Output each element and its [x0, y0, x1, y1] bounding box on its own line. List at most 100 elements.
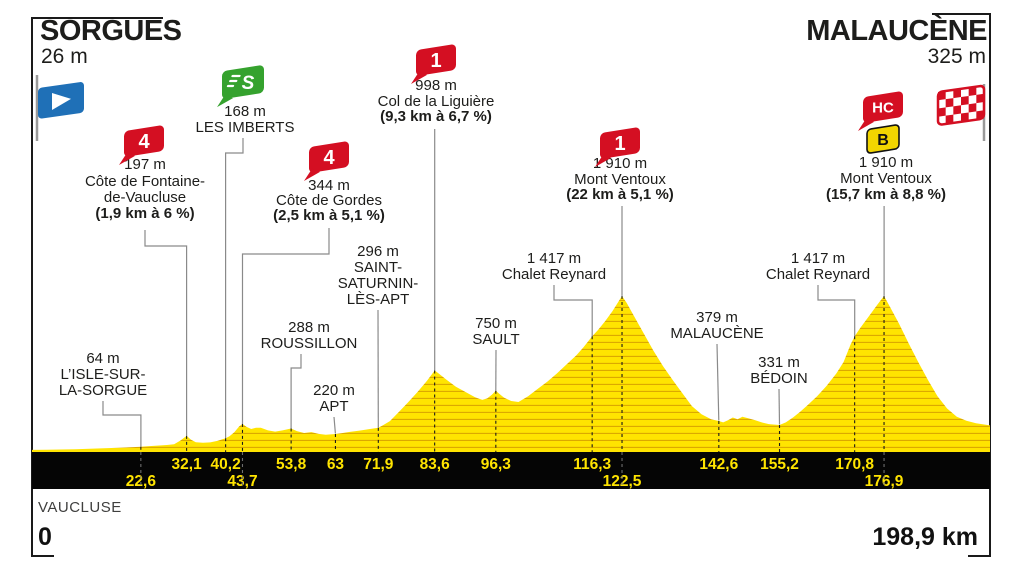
- finish-town-label: MALAUCÈNE: [806, 15, 987, 47]
- start-km-label: 0: [38, 523, 52, 551]
- km-tick-label: 71,9: [363, 456, 394, 473]
- department-label: VAUCLUSE: [38, 499, 122, 516]
- category-badge-icon: 1: [595, 127, 640, 167]
- leader-line: [778, 388, 781, 425]
- marker-label: Chalet Reynard: [766, 266, 870, 283]
- elevation-profile-area: [32, 296, 990, 452]
- km-tick-label: 53,8: [276, 456, 307, 473]
- marker-label: (1,9 km à 6 %): [95, 205, 194, 222]
- marker-label: LES IMBERTS: [196, 119, 295, 136]
- km-tick-label: 142,6: [699, 456, 738, 473]
- leader-line: [290, 354, 302, 429]
- marker-isle-sur-la-sorgue: 64 mL’ISLE-SUR-LA-SORGUE: [59, 350, 147, 488]
- marker-label: ROUSSILLON: [261, 335, 358, 352]
- marker-label: 344 m: [308, 177, 350, 194]
- category-badge-icon: 4: [304, 141, 349, 181]
- marker-label: (9,3 km à 6,7 %): [380, 108, 492, 125]
- leader-line: [225, 138, 244, 439]
- marker-label: SAINT-: [354, 259, 402, 276]
- marker-label: 296 m: [357, 243, 399, 260]
- marker-label: LÈS-APT: [347, 291, 410, 308]
- leader-line: [716, 343, 720, 421]
- hors-categorie-badge-icon: HC: [858, 91, 903, 131]
- leader-line: [241, 228, 330, 424]
- km-tick-label: 122,5: [603, 473, 642, 490]
- leader-line: [144, 230, 188, 436]
- marker-label: de-Vaucluse: [104, 189, 186, 206]
- marker-label: Mont Ventoux: [574, 171, 666, 188]
- leader-line: [553, 285, 593, 337]
- marker-label: (2,5 km à 5,1 %): [273, 207, 385, 224]
- marker-label: SAULT: [472, 331, 519, 348]
- svg-text:B: B: [877, 132, 889, 149]
- marker-label: 168 m: [224, 103, 266, 120]
- marker-label: 1 910 m: [859, 154, 913, 171]
- km-tick-label: 43,7: [227, 473, 257, 490]
- svg-text:S: S: [242, 73, 255, 94]
- marker-label: APT: [319, 398, 348, 415]
- km-tick-label: 32,1: [172, 456, 203, 473]
- km-tick-label: 96,3: [481, 456, 512, 473]
- start-flag-icon: [35, 75, 84, 141]
- marker-label: 750 m: [475, 315, 517, 332]
- distance-axis-bar: [32, 452, 990, 489]
- leader-line: [817, 285, 856, 337]
- marker-label: 1 417 m: [791, 250, 845, 267]
- marker-label: Col de la Liguière: [378, 93, 495, 110]
- marker-label: LA-SORGUE: [59, 382, 147, 399]
- marker-label: L’ISLE-SUR-: [60, 366, 145, 383]
- marker-label: Mont Ventoux: [840, 170, 932, 187]
- svg-text:1: 1: [614, 133, 625, 155]
- km-tick-label: 116,3: [573, 456, 611, 473]
- marker-label: 998 m: [415, 77, 457, 94]
- marker-label: MALAUCÈNE: [670, 325, 763, 342]
- start-elevation-label: 26 m: [41, 45, 88, 68]
- finish-elevation-label: 325 m: [927, 45, 986, 68]
- marker-label: 379 m: [696, 309, 738, 326]
- svg-text:4: 4: [323, 147, 335, 169]
- category-badge-icon: 1: [411, 44, 456, 84]
- marker-label: (15,7 km à 8,8 %): [826, 186, 946, 203]
- marker-label: (22 km à 5,1 %): [566, 186, 674, 203]
- start-town-label: SORGUES: [40, 15, 182, 47]
- km-tick-label: 22,6: [126, 473, 157, 490]
- marker-label: 64 m: [86, 350, 119, 367]
- marker-label: 1 417 m: [527, 250, 581, 267]
- km-tick-label: 155,2: [760, 456, 799, 473]
- svg-text:HC: HC: [872, 100, 894, 117]
- marker-label: Côte de Gordes: [276, 192, 382, 209]
- svg-text:1: 1: [430, 50, 441, 72]
- bonus-badge-icon: B: [866, 124, 900, 154]
- svg-text:4: 4: [138, 131, 150, 153]
- marker-label: Côte de Fontaine-: [85, 173, 205, 190]
- sprint-badge-icon: S: [217, 65, 264, 108]
- km-tick-label: 83,6: [420, 456, 451, 473]
- km-tick-label: 176,9: [865, 473, 904, 490]
- checkered-flag-icon: [936, 84, 986, 141]
- total-distance-label: 198,9 km: [872, 523, 978, 551]
- km-tick-label: 63: [327, 456, 345, 473]
- marker-label: 197 m: [124, 156, 166, 173]
- km-tick-label: 40,2: [211, 456, 241, 473]
- marker-label: SATURNIN-: [338, 275, 419, 292]
- km-tick-label: 170,8: [835, 456, 874, 473]
- marker-label: 288 m: [288, 319, 330, 336]
- category-badge-icon: 4: [119, 125, 164, 165]
- marker-label: Chalet Reynard: [502, 266, 606, 283]
- marker-label: 220 m: [313, 382, 355, 399]
